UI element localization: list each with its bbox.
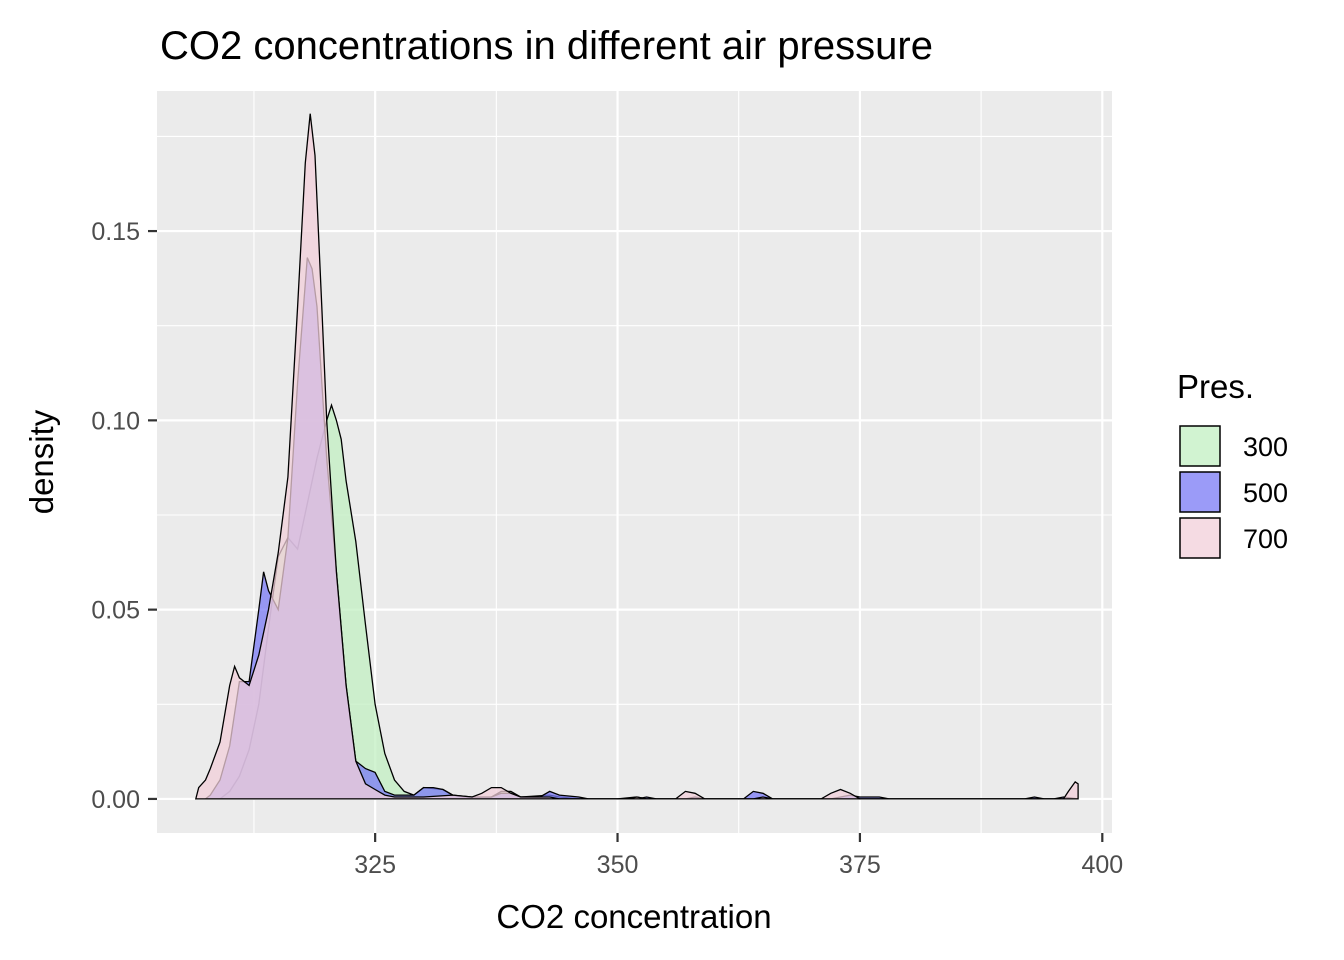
chart-title: CO2 concentrations in different air pres…: [160, 24, 933, 68]
x-tick-label: 350: [597, 851, 639, 879]
legend-title: Pres.: [1177, 368, 1254, 405]
legend-label-500: 500: [1243, 478, 1288, 508]
y-tick-label: 0.05: [91, 597, 140, 625]
x-tick-label: 325: [354, 851, 396, 879]
x-tick-label: 375: [839, 851, 881, 879]
y-tick-label: 0.00: [91, 786, 140, 814]
y-axis-title: density: [23, 409, 60, 514]
y-tick-label: 0.15: [91, 218, 140, 246]
legend-swatch-500: [1179, 471, 1221, 513]
axes: 325 350 375 400 0.00 0.05 0.10 0.15: [91, 218, 1123, 879]
grid-lines: [157, 91, 1112, 833]
legend-swatch-700: [1179, 517, 1221, 559]
x-axis-title: CO2 concentration: [496, 898, 771, 935]
x-tick-label: 400: [1081, 851, 1123, 879]
density-area-700: [194, 113, 1079, 800]
legend-label-300: 300: [1243, 432, 1288, 462]
legend: Pres. 300 500 700: [1177, 368, 1288, 559]
legend-items: 300 500 700: [1179, 425, 1288, 559]
density-areas: [194, 113, 1079, 800]
legend-swatch-300: [1179, 425, 1221, 467]
y-tick-label: 0.10: [91, 407, 140, 435]
legend-label-700: 700: [1243, 524, 1288, 554]
